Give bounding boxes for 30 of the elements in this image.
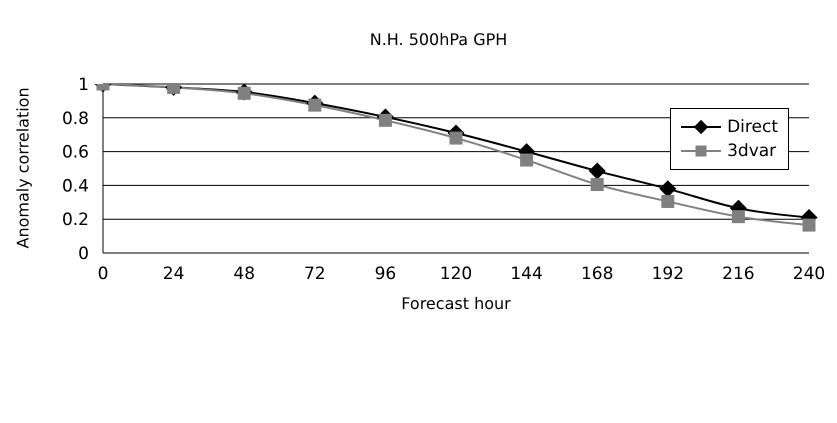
- point: [588, 162, 606, 180]
- x-tick-label: 216: [722, 264, 755, 284]
- point: [378, 114, 392, 127]
- x-tick-label: 0: [98, 264, 108, 284]
- x-tick-label: 96: [374, 264, 396, 284]
- legend-label: 3dvar: [727, 141, 776, 161]
- x-tick-label: 168: [580, 264, 614, 284]
- x-tick-label: 144: [510, 264, 543, 284]
- y-tick-label: 0.8: [62, 108, 89, 129]
- x-tick-label: 24: [162, 264, 184, 284]
- y-axis-title: Anomaly correlation: [14, 87, 33, 248]
- x-tick-label: 120: [440, 264, 472, 284]
- point: [732, 210, 745, 224]
- point: [661, 194, 674, 208]
- legend-label: Direct: [727, 117, 778, 137]
- point: [802, 218, 816, 232]
- y-tick-label: 0.4: [62, 176, 89, 196]
- point: [590, 178, 604, 192]
- point: [520, 154, 534, 167]
- point: [450, 132, 462, 145]
- x-tick-label: 72: [304, 264, 326, 284]
- y-tick-label: 1: [78, 75, 89, 96]
- y-tick-label: 0.2: [62, 210, 89, 230]
- x-tick-label: 192: [652, 264, 684, 284]
- x-axis-title: Forecast hour: [401, 294, 512, 313]
- y-tick-label: 0.6: [62, 142, 89, 163]
- chart-title: N.H. 500hPa GPH: [368, 30, 508, 49]
- x-tick-label: 240: [792, 264, 826, 284]
- x-tick-label: 48: [233, 264, 256, 284]
- y-tick-label: 0: [78, 244, 89, 264]
